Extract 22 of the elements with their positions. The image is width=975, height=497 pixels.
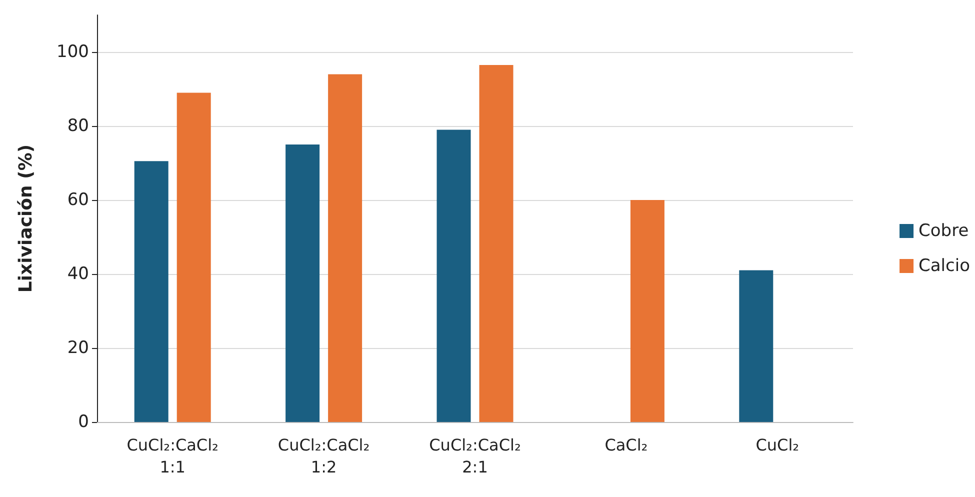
y-tick-label: 0 [78, 412, 89, 432]
bar [739, 270, 774, 422]
bar [630, 200, 664, 422]
y-tick-label: 60 [67, 190, 89, 210]
bar [286, 144, 320, 422]
bar [436, 130, 471, 422]
x-tick-label: CaCl₂ [604, 436, 648, 454]
bar [176, 92, 211, 422]
y-axis-title: Lixiviación (%) [16, 144, 36, 293]
y-tick-label: 40 [67, 264, 89, 284]
x-tick-label: CuCl₂:CaCl₂ 1:1 [126, 436, 218, 476]
bar [328, 74, 362, 422]
x-tick-label: CuCl₂:CaCl₂ 2:1 [429, 436, 521, 476]
y-tick-label: 80 [67, 116, 89, 136]
bar [134, 161, 168, 422]
x-tick-label: CuCl₂:CaCl₂ 1:2 [278, 436, 370, 476]
legend-label: Calcio [918, 256, 970, 276]
bar [479, 64, 514, 422]
y-tick-label: 20 [67, 338, 89, 358]
y-tick-label: 100 [56, 42, 89, 62]
legend-label: Cobre [918, 221, 969, 241]
x-tick-label: CuCl₂ [756, 436, 800, 454]
